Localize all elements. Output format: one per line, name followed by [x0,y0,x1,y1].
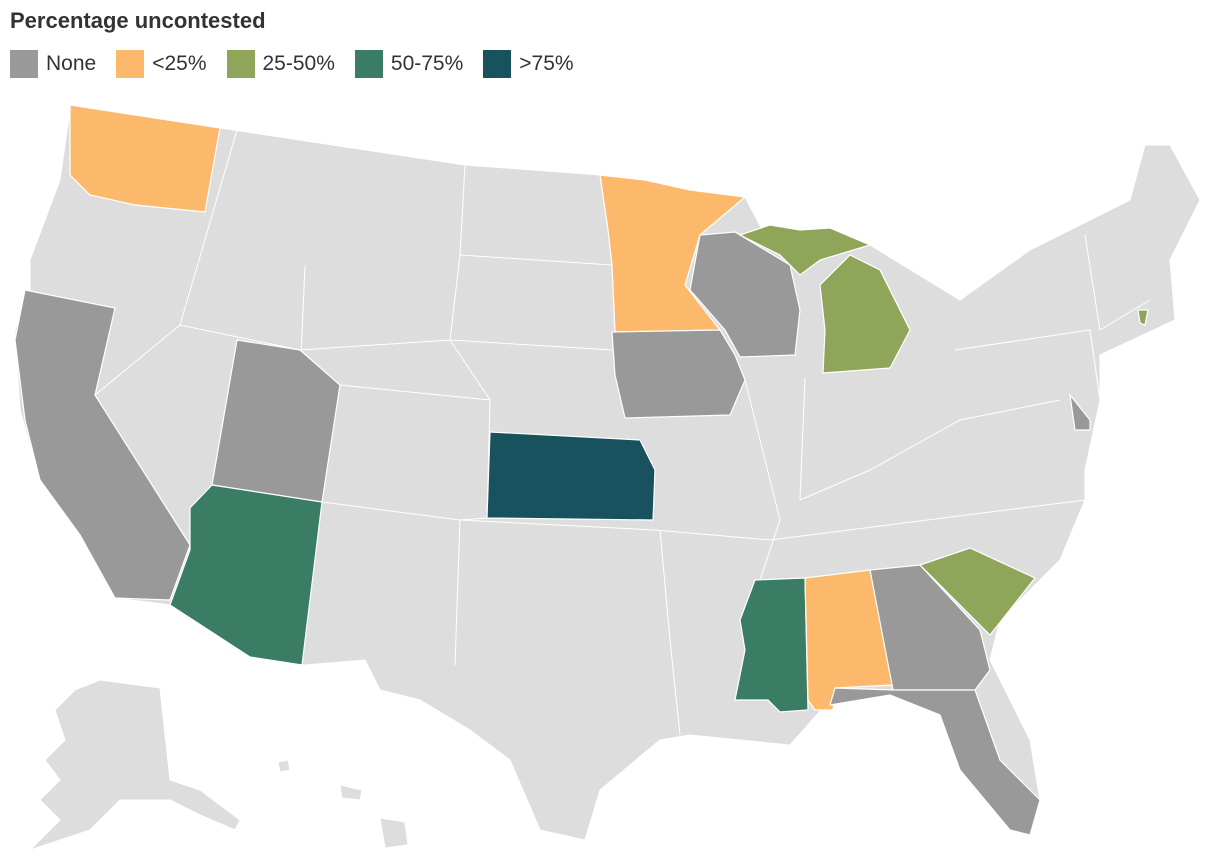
state-border [744,379,781,581]
legend-swatch [226,50,255,78]
state [211,339,341,503]
state-border [179,324,613,351]
legend-item: None [10,50,96,78]
state [829,687,1041,836]
legend-item: 50-75% [354,50,464,78]
state [611,329,746,419]
legend-label: <25% [152,52,207,75]
state-border [954,329,1101,401]
state-border [321,499,1086,541]
state-border [94,129,238,396]
legend-swatch [354,50,383,78]
state [14,289,191,601]
alaska [29,679,241,851]
legend: None <25% 25-50% 50-75% >75% [10,50,594,78]
state [918,547,1036,636]
state-border [459,254,613,266]
state-border [799,377,1061,501]
legend-item: >75% [483,50,574,78]
state [1137,309,1149,326]
legend-label: >75% [519,52,574,75]
legend-label: 25-50% [262,52,335,75]
legend-swatch [116,50,145,78]
state [819,254,911,374]
state [69,104,221,213]
state [689,231,801,358]
state [486,431,656,521]
state [1069,392,1091,431]
state [169,484,323,666]
legend-label: None [46,52,97,75]
legend-swatch [10,50,38,78]
legend-item: 25-50% [226,50,335,78]
hawaii [339,784,363,801]
state-border [1084,234,1151,331]
legend-swatch [483,50,512,78]
hawaii [277,759,291,773]
state-borders [94,129,1151,736]
state [599,174,747,333]
map-title: Percentage uncontested [10,8,266,33]
states [14,104,1149,836]
legend-item: <25% [116,50,207,78]
state-border [659,529,681,736]
legend-label: 50-75% [390,52,464,75]
state [738,224,872,276]
hawaii [379,817,409,849]
